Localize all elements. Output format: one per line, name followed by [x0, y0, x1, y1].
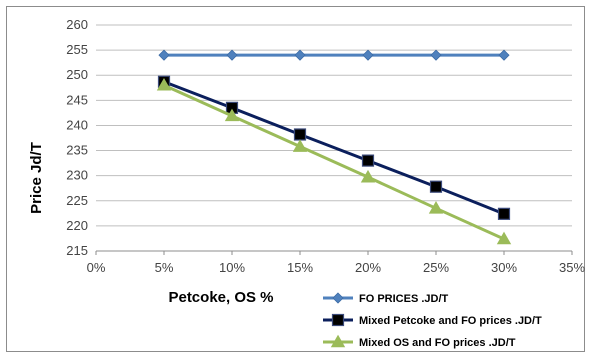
- data-point: [429, 180, 443, 193]
- y-axis-title: Price Jd/T: [28, 142, 45, 214]
- data-point: [224, 108, 240, 122]
- y-tick-label: 225: [66, 193, 88, 208]
- y-tick-label: 255: [66, 42, 88, 57]
- axes: 215 220 225 230 235 240 245 250 255 260 0% 5% 10% 15%…: [66, 17, 585, 275]
- data-point: [293, 128, 307, 141]
- series-layer: [156, 49, 512, 245]
- data-point: [430, 49, 442, 61]
- data-point: [156, 77, 172, 91]
- x-tick-label: 10%: [219, 260, 245, 275]
- data-point: [292, 139, 308, 152]
- series-line: [163, 83, 505, 241]
- data-point: [428, 201, 444, 214]
- x-tick-label: 35%: [559, 260, 585, 275]
- y-tick-label: 220: [66, 218, 88, 233]
- x-axis-title: Petcoke, OS %: [168, 289, 273, 306]
- x-tick-label: 0%: [87, 260, 106, 275]
- series-3: [156, 77, 512, 245]
- x-tick-label: 15%: [287, 260, 313, 275]
- x-tick-label: 25%: [423, 260, 449, 275]
- data-point: [226, 49, 238, 61]
- data-point: [361, 154, 375, 167]
- data-point: [158, 49, 170, 61]
- legend-item-1: FO PRICES .JD/T: [323, 292, 449, 305]
- gridlines: [96, 24, 572, 252]
- y-tick-label: 235: [66, 143, 88, 158]
- legend-marker: [332, 292, 344, 304]
- y-tick-label: 250: [66, 67, 88, 82]
- data-point: [498, 49, 510, 61]
- data-point: [360, 169, 376, 183]
- data-point: [496, 231, 512, 245]
- data-point: [497, 207, 511, 220]
- y-tick-label: 245: [66, 92, 88, 107]
- legend-label: Mixed Petcoke and FO prices .JD/T: [359, 315, 542, 327]
- legend-item-3: Mixed OS and FO prices .JD/T: [323, 334, 516, 349]
- x-tick-label: 20%: [355, 260, 381, 275]
- legend-item-2: Mixed Petcoke and FO prices .JD/T: [323, 313, 542, 327]
- legend-marker: [330, 334, 346, 348]
- data-point: [362, 49, 374, 61]
- x-tick-label: 5%: [155, 260, 174, 275]
- y-tick-label: 240: [66, 117, 88, 132]
- series-1: [158, 49, 510, 61]
- y-tick-label: 215: [66, 243, 88, 258]
- y-tick-label: 230: [66, 168, 88, 183]
- legend-label: FO PRICES .JD/T: [359, 293, 449, 305]
- chart-border: [6, 6, 585, 352]
- y-tick-label: 260: [66, 17, 88, 32]
- legend-marker: [331, 313, 345, 327]
- x-tick-label: 30%: [491, 260, 517, 275]
- legend: FO PRICES .JD/T Mixed Petcoke and FO pric…: [323, 292, 542, 349]
- legend-label: Mixed OS and FO prices .JD/T: [359, 337, 516, 349]
- data-point: [294, 49, 306, 61]
- series-line: [163, 80, 505, 216]
